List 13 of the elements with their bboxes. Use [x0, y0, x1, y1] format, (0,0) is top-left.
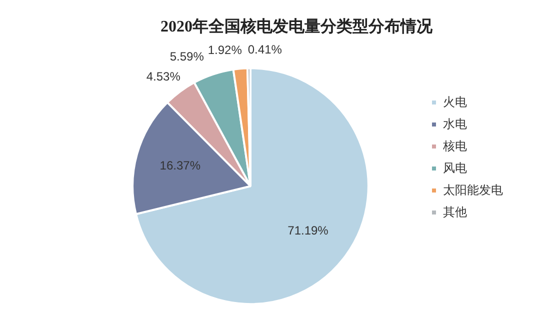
legend-label: 风电 [443, 160, 467, 175]
data-label: 4.53% [146, 69, 181, 84]
legend-label: 水电 [443, 116, 467, 131]
data-label: 5.59% [170, 49, 204, 64]
data-label: 16.37% [160, 158, 201, 173]
data-label: 1.92% [208, 43, 242, 58]
legend-label: 太阳能发电 [443, 182, 503, 197]
legend-label: 其他 [443, 204, 467, 219]
legend-label: 火电 [443, 94, 467, 109]
chart-title: 2020年全国核电发电量分类型分布情况 [160, 18, 434, 36]
data-label: 0.41% [248, 42, 282, 57]
data-label: 71.19% [288, 224, 329, 238]
legend-label: 核电 [442, 138, 467, 153]
